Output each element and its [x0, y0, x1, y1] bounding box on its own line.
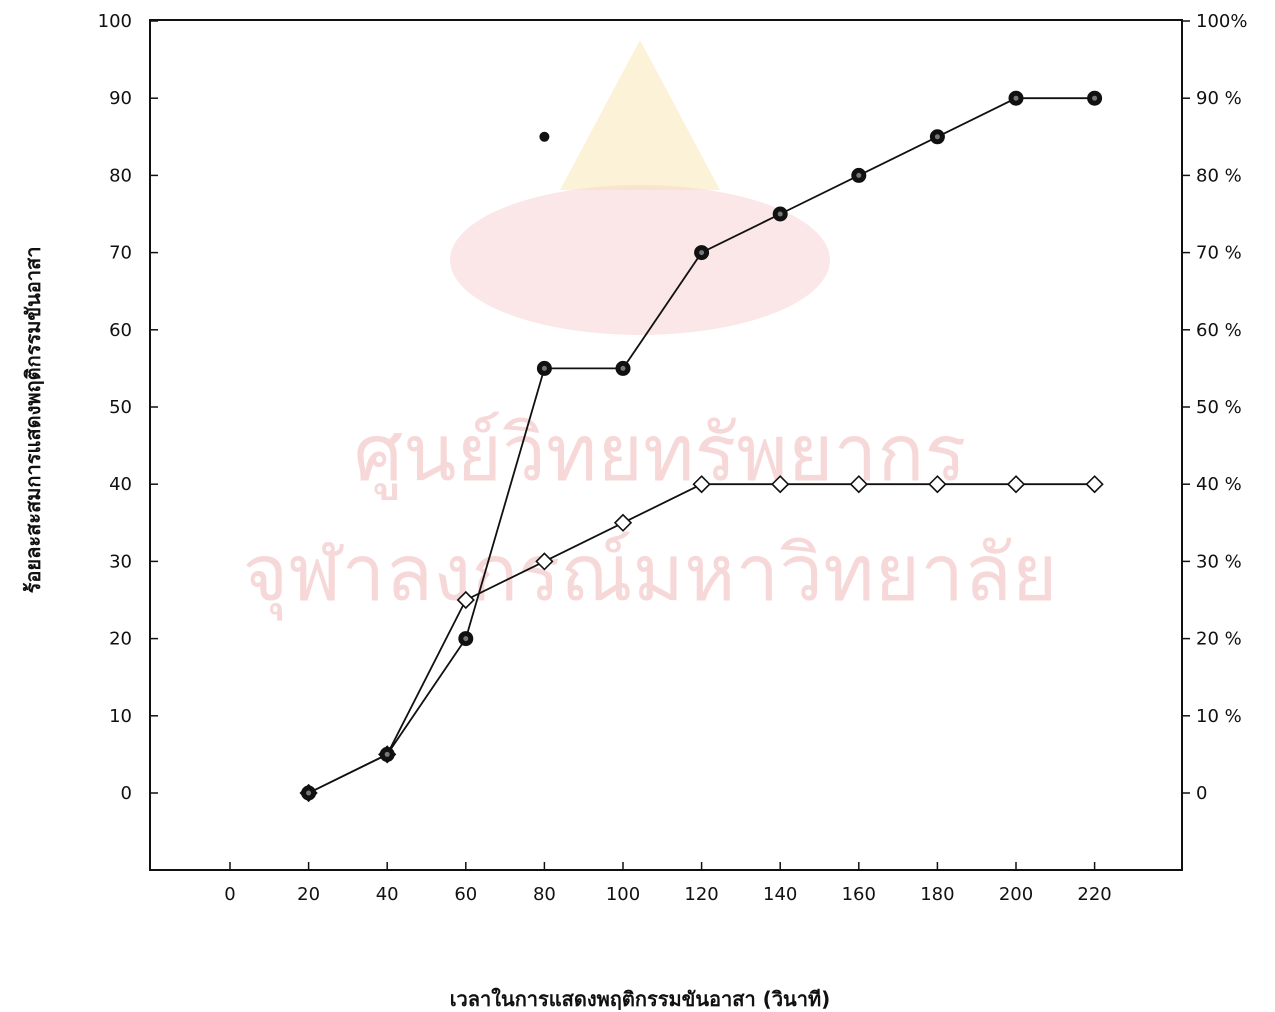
right-tick-label: 50 % [1196, 397, 1242, 418]
watermark-emblem [450, 185, 830, 335]
data-point-filled [536, 360, 552, 376]
y-tick-label: 80 [109, 165, 132, 186]
data-point-filled [1008, 90, 1024, 106]
y-tick-label: 0 [121, 783, 132, 804]
x-axis-title: เวลาในการแสดงพฤติกรรมขันอาสา (วินาที) [450, 987, 831, 1011]
data-point-open [692, 475, 711, 494]
left-y-axis: 0 10 20 30 40 50 60 70 80 90 100 [98, 11, 158, 804]
y-tick-label: 30 [109, 551, 132, 572]
data-point-filled [301, 785, 317, 801]
data-point-filled [851, 167, 867, 183]
data-point-filled-center [463, 636, 469, 642]
right-tick-label: 100% [1196, 11, 1247, 32]
watermark: ศูนย์วิทยทรัพยากร จุฬาลงกรณ์มหาวิทยาลัย [242, 40, 1058, 621]
x-tick-label: 40 [376, 884, 399, 905]
right-tick-label: 20 % [1196, 629, 1242, 650]
data-point-open [535, 552, 554, 571]
y-tick-label: 50 [109, 397, 132, 418]
y-tick-label: 10 [109, 706, 132, 727]
right-tick-label: 60 % [1196, 320, 1242, 341]
watermark-line-2: จุฬาลงกรณ์มหาวิทยาลัย [242, 529, 1057, 621]
data-point-filled [379, 746, 395, 762]
data-point-filled [458, 631, 474, 647]
x-axis: 0 20 40 60 80 100 120 140 160 180 200 220 [224, 862, 1112, 905]
watermark-crown [560, 40, 720, 190]
right-tick-label: 0 [1196, 783, 1207, 804]
data-point-filled-center [384, 751, 390, 757]
right-tick-label: 90 % [1196, 88, 1242, 109]
data-point-open [771, 475, 790, 494]
data-point-open [1085, 475, 1104, 494]
y-tick-label: 70 [109, 243, 132, 264]
x-tick-label: 140 [763, 884, 797, 905]
y-tick-label: 90 [109, 88, 132, 109]
y-tick-label: 60 [109, 320, 132, 341]
right-tick-label: 80 % [1196, 165, 1242, 186]
data-point-filled-center [1013, 95, 1019, 101]
y-tick-label: 100 [98, 11, 132, 32]
data-point-filled-center [934, 134, 940, 140]
data-point-filled [929, 129, 945, 145]
x-tick-label: 120 [684, 884, 718, 905]
data-point-open [613, 513, 633, 532]
data-point-filled-center [1092, 95, 1098, 101]
data-point-filled-center [777, 211, 783, 217]
data-point-open [928, 475, 947, 494]
data-point-filled-center [699, 250, 705, 256]
right-y-axis: 0 10 % 20 % 30 % 40 % 50 % 60 % 70 % 80 % 90 % 100… [1182, 11, 1247, 804]
data-point-open [849, 475, 868, 494]
x-tick-label: 220 [1077, 884, 1111, 905]
x-tick-label: 160 [842, 884, 876, 905]
watermark-line-1: ศูนย์วิทยทรัพยากร [354, 409, 967, 500]
right-tick-label: 70 % [1196, 243, 1242, 264]
data-point-filled-center [306, 790, 312, 796]
data-point-filled [772, 206, 788, 222]
x-tick-label: 80 [533, 884, 556, 905]
x-tick-label: 20 [297, 884, 320, 905]
stray-point [539, 131, 550, 142]
data-point-filled-center [620, 365, 626, 371]
data-point-filled [615, 360, 631, 376]
y-tick-label: 40 [109, 474, 132, 495]
right-tick-label: 30 % [1196, 551, 1242, 572]
data-point-filled [694, 245, 710, 261]
x-tick-label: 100 [606, 884, 640, 905]
data-point-filled [1087, 90, 1103, 106]
x-tick-label: 60 [454, 884, 477, 905]
plot-frame [149, 19, 1183, 871]
right-tick-label: 10 % [1196, 706, 1242, 727]
x-tick-label: 0 [224, 884, 235, 905]
x-tick-label: 180 [920, 884, 954, 905]
data-point-open [1006, 475, 1026, 494]
data-point-open [456, 590, 475, 610]
y-axis-title: ร้อยละสะสมการแสดงพฤติกรรมขันอาสา [21, 247, 45, 594]
series-layer [299, 90, 1104, 803]
data-point-filled-center [541, 365, 547, 371]
y-tick-label: 20 [109, 629, 132, 650]
data-point-filled-center [856, 172, 862, 178]
x-tick-label: 200 [999, 884, 1033, 905]
right-tick-label: 40 % [1196, 474, 1242, 495]
